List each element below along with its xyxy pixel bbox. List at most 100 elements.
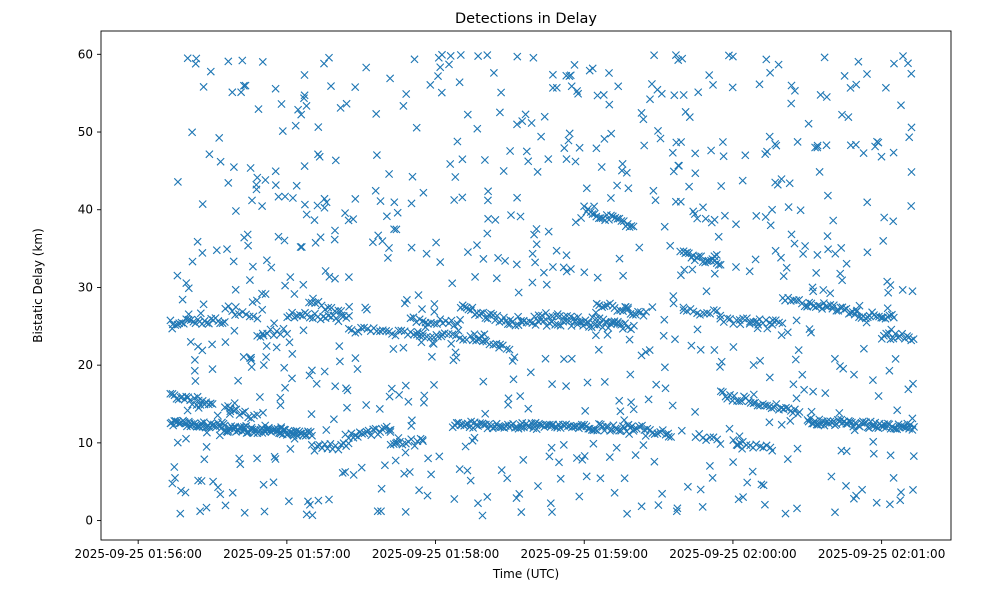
data-point — [783, 455, 792, 464]
data-point — [688, 265, 697, 274]
data-point — [907, 168, 916, 176]
data-point — [666, 241, 675, 250]
data-point — [173, 271, 182, 280]
data-point — [351, 83, 360, 92]
data-point — [168, 479, 177, 488]
data-point — [277, 100, 286, 108]
data-point — [591, 331, 600, 340]
data-point — [749, 399, 758, 408]
data-point — [855, 422, 864, 431]
data-point — [427, 470, 436, 479]
data-point — [712, 306, 721, 315]
data-point — [600, 377, 609, 386]
data-point — [654, 501, 663, 510]
data-point — [580, 202, 589, 211]
data-point — [709, 80, 717, 89]
data-point — [793, 137, 802, 146]
data-point — [904, 59, 912, 68]
data-point — [700, 309, 708, 318]
data-point — [603, 330, 612, 339]
data-point — [190, 394, 199, 403]
data-point — [190, 419, 199, 428]
data-point — [670, 91, 679, 100]
data-point — [345, 311, 353, 320]
data-point — [815, 167, 824, 176]
data-point — [228, 488, 237, 497]
data-point — [501, 256, 510, 265]
data-point — [372, 109, 381, 118]
data-point — [184, 284, 193, 293]
data-point — [505, 345, 514, 354]
data-point — [438, 330, 447, 339]
data-point — [263, 329, 272, 338]
data-point — [376, 327, 384, 336]
data-point — [504, 394, 513, 403]
data-point — [192, 54, 201, 63]
data-point — [618, 324, 627, 333]
data-point — [855, 301, 864, 310]
data-point — [354, 327, 363, 336]
data-point — [435, 452, 444, 461]
data-point — [229, 257, 238, 266]
data-point — [188, 128, 197, 137]
data-point — [667, 433, 676, 441]
data-point — [229, 163, 238, 172]
data-point — [826, 289, 835, 298]
data-point — [661, 384, 670, 393]
data-point — [529, 53, 538, 62]
data-point — [593, 426, 602, 435]
data-point — [474, 499, 482, 508]
data-point — [759, 481, 768, 490]
data-point — [736, 320, 745, 329]
data-point — [455, 78, 464, 87]
data-point — [863, 198, 872, 207]
data-point — [262, 353, 271, 361]
data-point — [271, 181, 280, 190]
data-point — [171, 321, 180, 329]
data-point — [906, 420, 915, 429]
data-point — [458, 155, 467, 164]
data-point — [716, 260, 725, 269]
data-point — [305, 313, 314, 322]
data-point — [253, 314, 262, 323]
data-point — [378, 326, 387, 335]
data-point — [192, 401, 201, 409]
x-tick-label: 2025-09-25 02:00:00 — [669, 547, 796, 561]
data-point — [262, 256, 271, 265]
data-point — [646, 95, 654, 104]
data-point — [859, 344, 868, 353]
data-point — [893, 406, 902, 415]
data-point — [459, 335, 468, 344]
data-point — [181, 488, 190, 497]
data-point — [518, 117, 527, 126]
data-point — [613, 181, 622, 190]
data-point — [259, 408, 267, 417]
y-axis-label: Bistatic Delay (km) — [31, 228, 45, 343]
data-point — [573, 87, 582, 95]
data-point — [322, 198, 331, 207]
data-point — [760, 500, 769, 509]
x-axis-label: Time (UTC) — [492, 567, 559, 581]
data-point — [216, 490, 225, 499]
data-point — [248, 298, 257, 307]
data-point — [223, 245, 231, 254]
data-point — [186, 337, 195, 346]
data-point — [889, 217, 898, 226]
data-point — [393, 208, 402, 217]
data-point — [889, 148, 898, 157]
data-point — [507, 211, 515, 220]
data-point — [213, 411, 222, 420]
data-point — [816, 90, 825, 99]
data-point — [649, 186, 658, 195]
data-point — [674, 56, 683, 65]
data-point — [640, 141, 649, 150]
data-point — [607, 211, 615, 220]
data-point — [552, 311, 561, 320]
data-point — [762, 441, 771, 450]
data-point — [479, 377, 488, 386]
data-point — [787, 230, 796, 239]
y-axis: 0 10 20 30 40 50 60 — [78, 47, 101, 528]
data-point — [707, 146, 716, 155]
data-point — [824, 245, 833, 254]
y-tick-label: 60 — [78, 47, 93, 61]
